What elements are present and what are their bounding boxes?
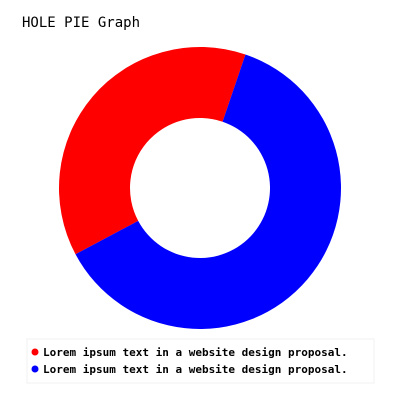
legend-label-1: Lorem ipsum text in a website design pro… [43,363,348,376]
chart-title: HOLE PIE Graph [22,15,140,31]
slice-0 [58,46,246,255]
legend-box [26,338,375,384]
legend: Lorem ipsum text in a website design pro… [26,338,375,384]
slice-group [58,46,341,329]
slice-1 [75,54,341,329]
legend-marker-0 [31,348,39,356]
legend-label-0: Lorem ipsum text in a website design pro… [43,346,348,359]
legend-marker-1 [31,365,39,373]
